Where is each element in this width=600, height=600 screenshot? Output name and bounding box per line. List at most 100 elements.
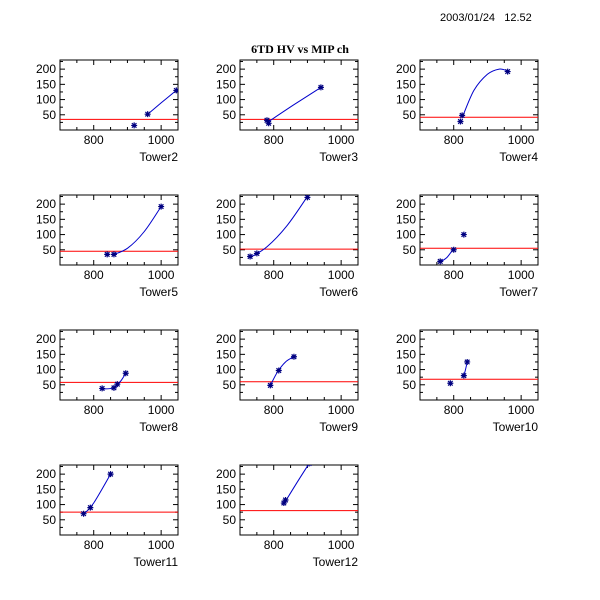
y-tick-label: 100 <box>396 93 416 107</box>
x-tick-label: 800 <box>264 268 284 282</box>
data-point <box>504 68 511 75</box>
x-tick-label: 1000 <box>148 268 175 282</box>
data-point <box>450 246 457 253</box>
y-tick-label: 50 <box>43 108 57 122</box>
data-point <box>304 195 311 201</box>
x-tick-label: 800 <box>84 133 104 147</box>
data-point <box>99 385 106 392</box>
y-tick-label: 50 <box>223 108 237 122</box>
panel-data <box>240 195 358 260</box>
fit-curve <box>268 86 322 122</box>
data-point <box>457 118 464 125</box>
x-tick-label: 800 <box>84 268 104 282</box>
panel-frame <box>419 194 539 266</box>
y-tick-label: 100 <box>396 363 416 377</box>
y-tick-label: 200 <box>36 197 56 211</box>
panel-data <box>60 471 178 517</box>
y-tick-label: 50 <box>223 513 237 527</box>
y-tick-label: 200 <box>216 62 236 76</box>
y-tick-label: 150 <box>396 77 416 91</box>
data-point <box>306 465 312 467</box>
data-point <box>247 253 254 260</box>
y-tick-label: 100 <box>216 93 236 107</box>
fit-curve <box>249 196 308 258</box>
y-tick-label: 50 <box>403 378 417 392</box>
data-point <box>158 203 165 210</box>
x-axis-label: Tower11 <box>134 555 179 569</box>
data-point <box>104 251 111 258</box>
x-axis-label: Tower9 <box>319 420 358 434</box>
data-point <box>122 370 129 377</box>
fit-curve <box>147 90 177 115</box>
data-point <box>437 258 444 265</box>
panel-frame <box>59 59 179 131</box>
y-tick-label: 50 <box>43 243 57 257</box>
data-point <box>265 120 272 127</box>
y-tick-label: 150 <box>396 212 416 226</box>
x-tick-label: 800 <box>84 403 104 417</box>
x-tick-label: 800 <box>264 133 284 147</box>
panel-frame <box>239 59 359 131</box>
x-axis-label: Tower5 <box>139 285 178 299</box>
y-tick-label: 100 <box>36 93 56 107</box>
panel-frame <box>239 194 359 266</box>
y-tick-label: 150 <box>36 482 56 496</box>
x-axis-label: Tower7 <box>499 285 538 299</box>
panel-frame <box>419 329 539 401</box>
panel-data <box>420 358 538 387</box>
x-axis-label: Tower8 <box>139 420 178 434</box>
y-tick-label: 100 <box>36 498 56 512</box>
data-point <box>263 117 270 124</box>
panel-data <box>420 231 538 265</box>
data-point <box>464 358 471 365</box>
y-tick-label: 200 <box>396 197 416 211</box>
x-tick-label: 1000 <box>328 133 355 147</box>
y-tick-label: 100 <box>396 228 416 242</box>
x-tick-label: 1000 <box>508 403 535 417</box>
x-tick-label: 1000 <box>328 268 355 282</box>
fit-curve <box>461 68 508 119</box>
data-point <box>460 372 467 379</box>
y-tick-label: 150 <box>216 77 236 91</box>
x-axis-label: Tower3 <box>319 150 358 164</box>
y-tick-label: 100 <box>216 363 236 377</box>
panel-data <box>60 87 178 129</box>
y-tick-label: 200 <box>396 332 416 346</box>
x-tick-label: 800 <box>264 403 284 417</box>
x-tick-label: 800 <box>444 268 464 282</box>
panel-data <box>240 465 358 512</box>
y-tick-label: 50 <box>403 243 417 257</box>
y-tick-label: 200 <box>216 467 236 481</box>
panel-data <box>240 84 358 127</box>
data-point <box>110 251 117 258</box>
data-point <box>447 380 454 387</box>
panel-data <box>60 370 178 392</box>
x-tick-label: 800 <box>444 403 464 417</box>
panel-frame <box>59 194 179 266</box>
data-point <box>459 112 466 119</box>
panel-frame <box>59 464 179 536</box>
y-tick-label: 150 <box>36 347 56 361</box>
x-axis-label: Tower6 <box>319 285 358 299</box>
panel-frame <box>419 59 539 131</box>
data-point <box>80 510 87 517</box>
x-axis-label: Tower10 <box>493 420 539 434</box>
x-tick-label: 800 <box>264 538 284 552</box>
x-axis-label: Tower12 <box>313 555 359 569</box>
x-tick-label: 1000 <box>148 538 175 552</box>
fit-curve <box>112 206 162 256</box>
x-tick-label: 1000 <box>508 268 535 282</box>
data-point <box>173 87 178 94</box>
y-tick-label: 200 <box>36 62 56 76</box>
x-tick-label: 1000 <box>508 133 535 147</box>
data-point <box>114 381 121 388</box>
